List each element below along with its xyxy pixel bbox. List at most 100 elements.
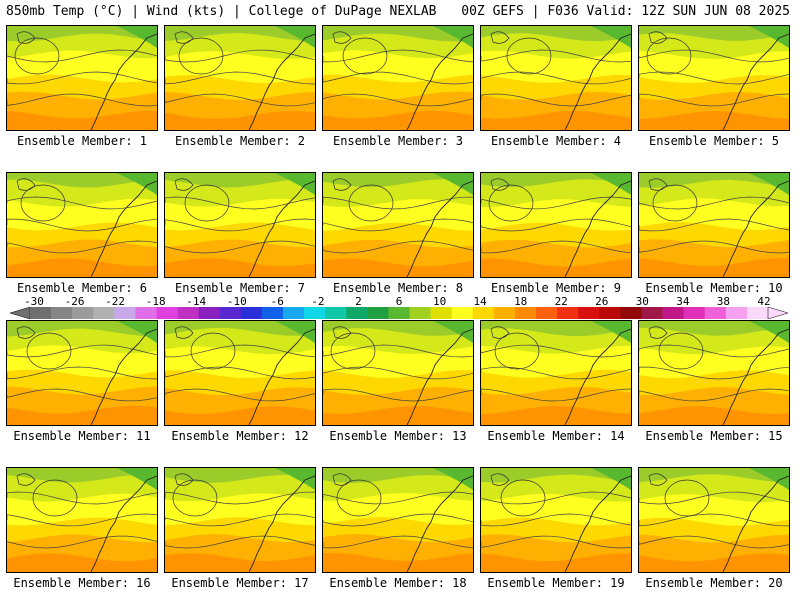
isotherm-contour bbox=[165, 491, 315, 505]
height-contour bbox=[172, 479, 218, 517]
isotherm-contour bbox=[323, 513, 473, 527]
cold-region bbox=[591, 468, 631, 490]
colorbar-tick-label: -26 bbox=[64, 295, 85, 308]
ensemble-panel bbox=[322, 25, 474, 131]
colorbar-swatch bbox=[409, 307, 431, 319]
isotherm-contour bbox=[7, 535, 157, 549]
isotherm-contour bbox=[481, 218, 631, 232]
temperature-band bbox=[481, 553, 631, 572]
temperature-map bbox=[323, 321, 473, 425]
lake-outline bbox=[490, 473, 510, 486]
isotherm-contour bbox=[639, 535, 789, 549]
lake-outline bbox=[16, 326, 36, 339]
colorbar-swatch bbox=[746, 307, 769, 319]
isotherm-contour bbox=[481, 513, 631, 527]
colorbar-swatch bbox=[177, 307, 199, 319]
lake-outline bbox=[16, 473, 36, 486]
isotherm-contour bbox=[323, 366, 473, 380]
isotherm-contour bbox=[165, 513, 315, 527]
colorbar-swatch bbox=[388, 307, 410, 319]
isotherm-contour bbox=[165, 93, 315, 107]
isotherm-contour bbox=[7, 366, 157, 380]
chart-title: 850mb Temp (°C) | Wind (kts) | College o… bbox=[6, 4, 437, 19]
member-label: Ensemble Member: 4 bbox=[490, 134, 622, 148]
height-contour bbox=[500, 479, 546, 517]
coastline bbox=[406, 475, 473, 572]
ensemble-panel bbox=[164, 467, 316, 573]
height-contour bbox=[506, 37, 552, 75]
coastline bbox=[248, 475, 315, 572]
isotherm-contour bbox=[7, 71, 157, 85]
temperature-map bbox=[7, 26, 157, 130]
lake-outline bbox=[490, 326, 510, 339]
cold-region bbox=[749, 26, 789, 48]
cold-region bbox=[117, 321, 157, 343]
temperature-band bbox=[323, 258, 473, 277]
temperature-band bbox=[323, 110, 473, 130]
lake-outline bbox=[16, 31, 36, 44]
cold-region bbox=[591, 26, 631, 48]
lake-outline bbox=[648, 178, 668, 191]
isotherm-contour bbox=[639, 218, 789, 232]
temperature-band bbox=[323, 406, 473, 425]
isotherm-contour bbox=[165, 344, 315, 358]
height-contour bbox=[652, 184, 698, 222]
member-label: Ensemble Member: 9 bbox=[490, 281, 622, 295]
lake-outline bbox=[648, 326, 668, 339]
coastline bbox=[406, 180, 473, 277]
ensemble-panel bbox=[480, 25, 632, 131]
colorbar-tick-label: 26 bbox=[595, 295, 609, 308]
ensemble-panel bbox=[638, 172, 790, 278]
temperature-band bbox=[323, 553, 473, 572]
lake-outline bbox=[648, 473, 668, 486]
isotherm-contour bbox=[639, 93, 789, 107]
isotherm-contour bbox=[639, 240, 789, 254]
temperature-map bbox=[165, 321, 315, 425]
isotherm-contour bbox=[7, 240, 157, 254]
cold-region bbox=[433, 321, 473, 343]
coastline bbox=[90, 328, 157, 425]
lake-outline bbox=[332, 178, 352, 191]
coastline bbox=[248, 180, 315, 277]
isotherm-contour bbox=[7, 196, 157, 210]
temperature-map bbox=[639, 321, 789, 425]
colorbar-swatch bbox=[620, 307, 642, 319]
temperature-band bbox=[639, 258, 789, 277]
isotherm-contour bbox=[481, 491, 631, 505]
cold-region bbox=[117, 173, 157, 195]
isotherm-contour bbox=[165, 366, 315, 380]
temperature-map bbox=[481, 468, 631, 572]
isotherm-contour bbox=[481, 535, 631, 549]
colorbar-swatch bbox=[261, 307, 284, 319]
cold-region bbox=[275, 173, 315, 195]
colorbar-tick-label: 2 bbox=[355, 295, 362, 308]
colorbar-swatch bbox=[725, 307, 748, 319]
temperature-map bbox=[323, 26, 473, 130]
lake-outline bbox=[332, 473, 352, 486]
isotherm-contour bbox=[481, 388, 631, 402]
isotherm-contour bbox=[165, 388, 315, 402]
lake-outline bbox=[174, 31, 194, 44]
cold-region bbox=[275, 468, 315, 490]
isotherm-contour bbox=[165, 535, 315, 549]
colorbar-swatch bbox=[72, 307, 94, 319]
isotherm-contour bbox=[7, 218, 157, 232]
temperature-band bbox=[7, 405, 157, 425]
temperature-map bbox=[165, 173, 315, 277]
lake-outline bbox=[490, 178, 510, 191]
coastline bbox=[564, 475, 631, 572]
coastline bbox=[722, 33, 789, 130]
isotherm-contour bbox=[323, 388, 473, 402]
colorbar-swatch bbox=[30, 307, 52, 319]
coastline bbox=[90, 33, 157, 130]
cold-region bbox=[275, 26, 315, 48]
cold-region bbox=[749, 173, 789, 195]
isotherm-contour bbox=[323, 196, 473, 210]
isotherm-contour bbox=[481, 93, 631, 107]
colorbar-swatch bbox=[219, 307, 242, 319]
colorbar-tick-label: 14 bbox=[473, 295, 487, 308]
colorbar-swatch bbox=[114, 307, 136, 319]
coastline bbox=[722, 475, 789, 572]
colorbar-tick-label: -22 bbox=[105, 295, 126, 308]
colorbar-swatch bbox=[346, 307, 368, 319]
